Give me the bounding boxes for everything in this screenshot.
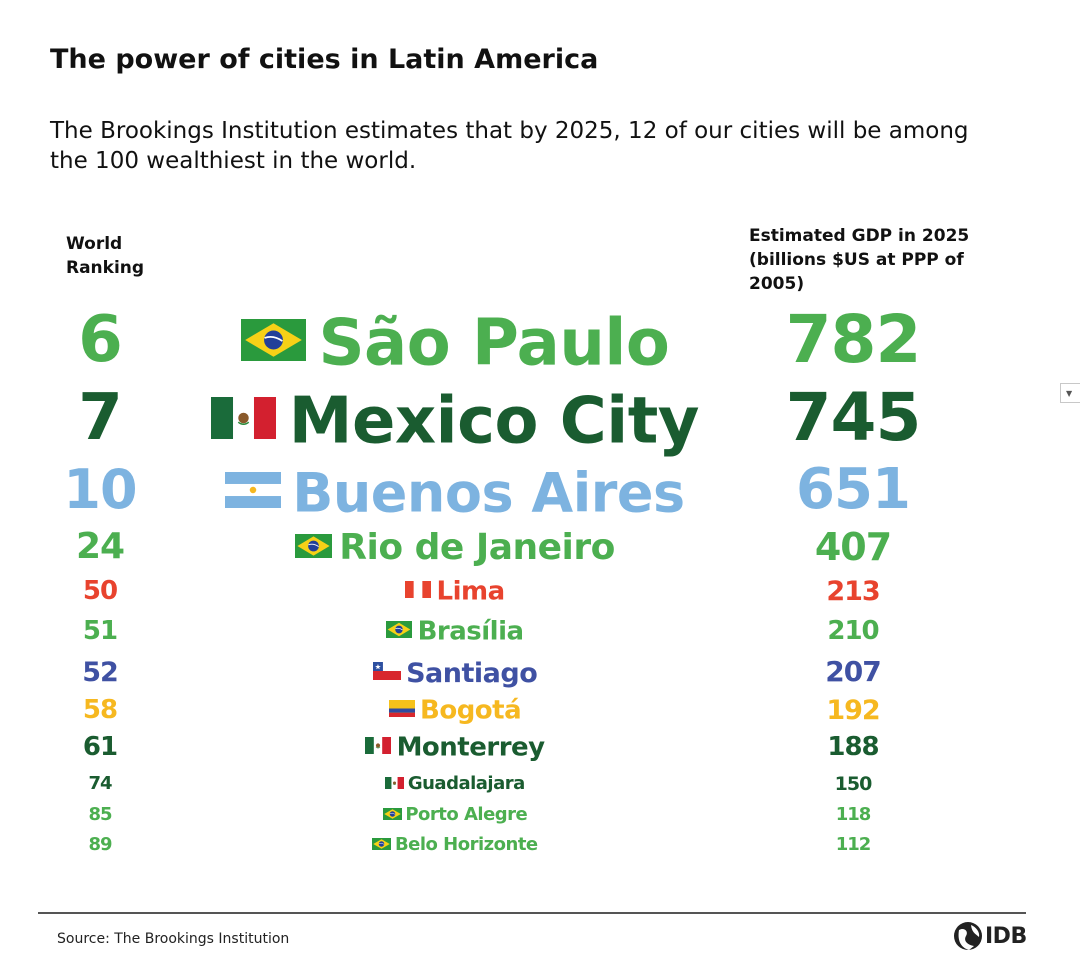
idb-globe-icon [954,922,982,950]
gdp-value: 651 [796,457,911,522]
dropdown-arrow-icon: ▼ [1066,389,1073,398]
city-label: Buenos Aires [170,463,740,520]
chile-flag-icon [372,662,401,681]
city-name: São Paulo [318,306,670,381]
city-label: São Paulo [170,308,740,375]
city-label: Rio de Janeiro [170,529,740,566]
gdp-value: 192 [826,694,880,726]
city-name: Rio de Janeiro [339,527,615,568]
city-label: Santiago [170,659,740,687]
gdp-value: 118 [835,804,872,825]
gdp-value: 745 [785,379,922,456]
gdp-value: 210 [827,616,879,646]
city-name: Santiago [406,657,538,689]
brazil-flag-icon [240,318,306,361]
gdp-value: 207 [825,655,881,688]
city-name: Lima [436,576,506,607]
world-rank: 58 [82,695,118,725]
world-rank: 10 [63,458,137,521]
source-note: Source: The Brookings Institution [57,931,290,947]
peru-flag-icon [405,581,432,599]
city-label: Brasília [170,618,740,645]
mexico-flag-icon [385,776,405,789]
world-rank: 6 [78,303,123,377]
colombia-flag-icon [388,700,415,718]
world-rank: 50 [82,576,118,606]
gdp-value: 782 [785,301,922,378]
city-name: Guadalajara [407,773,525,794]
gdp-value: 213 [826,575,880,607]
brazil-flag-icon [372,837,392,850]
city-name: Porto Alegre [405,804,528,825]
city-name: Bogotá [420,695,522,726]
world-rank: 74 [88,773,112,794]
city-label: Monterrey [170,734,740,761]
mexico-flag-icon [365,737,392,755]
mexico-flag-icon [210,396,276,439]
gdp-value: 150 [834,772,873,795]
idb-logo: IDB [953,920,1027,952]
world-rank: 24 [75,526,125,567]
city-label: Porto Alegre [170,806,740,824]
brazil-flag-icon [382,807,402,820]
city-label: Mexico City [170,386,740,453]
page-subtitle: The Brookings Institution estimates that… [50,118,969,174]
gdp-value: 112 [835,834,872,855]
gdp-value: 188 [827,732,879,762]
world-rank: 89 [88,834,112,855]
world-rank: 51 [82,616,118,646]
world-rank: 85 [88,804,112,825]
world-rank: 7 [78,381,123,455]
city-label: Guadalajara [170,775,740,793]
idb-logo-text: IDB [985,923,1027,949]
footer-divider [38,912,1026,914]
city-name: Brasília [417,616,524,647]
world-ranking-header: World Ranking [66,234,145,278]
world-rank: 52 [82,656,119,688]
city-label: Lima [170,578,740,605]
city-name: Belo Horizonte [394,834,538,855]
brazil-flag-icon [386,621,413,639]
city-label: Belo Horizonte [170,836,740,854]
city-name: Monterrey [396,732,546,763]
gdp-value: 407 [814,525,892,569]
gdp-header: Estimated GDP in 2025 (billions $US at P… [749,226,970,294]
argentina-flag-icon [225,472,282,509]
city-name: Mexico City [288,384,700,459]
page-title: The power of cities in Latin America [50,44,599,75]
city-name: Buenos Aires [292,461,685,525]
brazil-flag-icon [295,533,333,558]
dropdown-button[interactable]: ▼ [1060,383,1080,403]
world-rank: 61 [82,732,118,762]
city-label: Bogotá [170,697,740,724]
